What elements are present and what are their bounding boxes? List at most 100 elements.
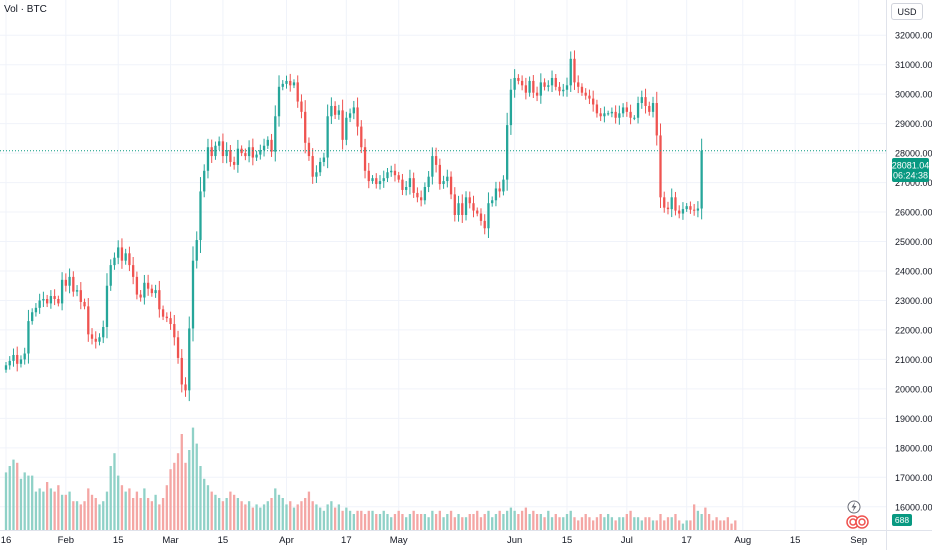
candle-body [614,111,617,118]
volume-bar [57,485,60,530]
candle-body [165,316,168,319]
candle-body [270,139,273,152]
candle-body [158,290,161,310]
volume-bar [150,501,154,530]
volume-bar [203,478,206,530]
y-tick-label: 25000.00 [895,237,932,247]
volume-bar [382,510,385,530]
candle-body [606,113,610,115]
candle-body [438,164,441,185]
volume-bar [655,520,658,530]
volume-bar [554,514,557,530]
volume-bar [23,472,26,530]
volume-bar [390,517,393,530]
volume-bar [483,514,486,530]
candle-body [700,150,703,209]
volume-bar [221,501,225,530]
candle-body [577,82,580,87]
volume-bar [367,510,370,530]
volume-bar [592,520,595,530]
candle-body [304,111,307,143]
y-tick-label: 26000.00 [895,208,932,218]
volume-bar [165,485,168,530]
volume-bar [4,472,8,530]
volume-bar [218,498,221,530]
y-tick-label: 18000.00 [895,443,932,453]
candle-body [27,321,30,354]
candle-body [580,86,584,93]
candle-body [453,194,456,216]
candle-body [274,116,277,152]
volume-badge-value: 688 [895,515,909,525]
candle-body [416,192,419,198]
volume-bar [210,491,213,530]
volume-bar [468,514,471,530]
candle-body [442,181,445,185]
candle-body [49,296,53,304]
candle-body [176,337,180,358]
x-tick-label: Jun [507,535,522,546]
candle-body [120,247,124,261]
y-axis[interactable]: 32000.00 31000.00 30000.00 29000.00 28000.00… [895,31,932,513]
candle-body [251,147,254,158]
volume-bar [453,517,456,530]
candle-body [255,154,258,158]
candle-body [236,148,240,165]
volume-bar [184,462,187,530]
candle-body [532,80,535,93]
candle-body [83,301,86,307]
volume-bar [476,510,479,530]
candle-body [146,282,150,289]
volume-bar [251,507,254,530]
volume-bar [528,514,531,530]
volume-bar [487,510,490,530]
x-tick-label: Jul [621,535,633,546]
volume-bar [700,514,703,530]
currency-button[interactable]: USD [891,3,923,20]
volume-bar [38,488,41,530]
candle-body [143,282,146,298]
candle-body [382,178,385,182]
volume-bar [558,517,561,530]
candle-body [689,206,692,210]
candle-body [573,58,576,83]
candle-body [348,113,352,118]
candle-body [498,188,501,192]
volume-bar [457,514,460,530]
volume-bar [685,520,688,530]
volume-bar [72,501,75,530]
volume-bar [621,517,625,530]
candle-body [225,150,228,157]
volume-bar [188,450,191,530]
dividend-icon[interactable] [855,515,869,529]
y-tick-label: 16000.00 [895,502,932,512]
volume-bar [319,507,322,530]
volume-bar [311,501,314,530]
volume-bar [206,485,210,530]
volume-bar [34,491,38,530]
candle-body [659,135,662,198]
volume-bar [517,514,520,530]
volume-bar [79,504,82,530]
last-price-badge-bg [892,158,929,182]
volume-bar [580,517,584,530]
candle-body [592,98,595,105]
candle-body [19,359,23,364]
candle-body [367,170,370,182]
volume-bar [307,491,311,530]
event-markers[interactable] [846,500,869,529]
volume-bar [16,462,19,530]
volume-bar [105,491,109,530]
candle-body [128,253,131,266]
volume-bar [659,514,662,530]
volume-bar [666,517,670,530]
candle-body [214,145,217,157]
candle-body [468,197,471,204]
volume-bar [636,517,640,530]
candle-body [199,191,202,241]
x-axis[interactable]: 16 Feb 15 Mar 15 Apr 17 May Jun 15 Jul 17 Aug 15 Sep [1,535,867,546]
volume-bar [262,504,266,530]
candle-body [229,150,232,162]
